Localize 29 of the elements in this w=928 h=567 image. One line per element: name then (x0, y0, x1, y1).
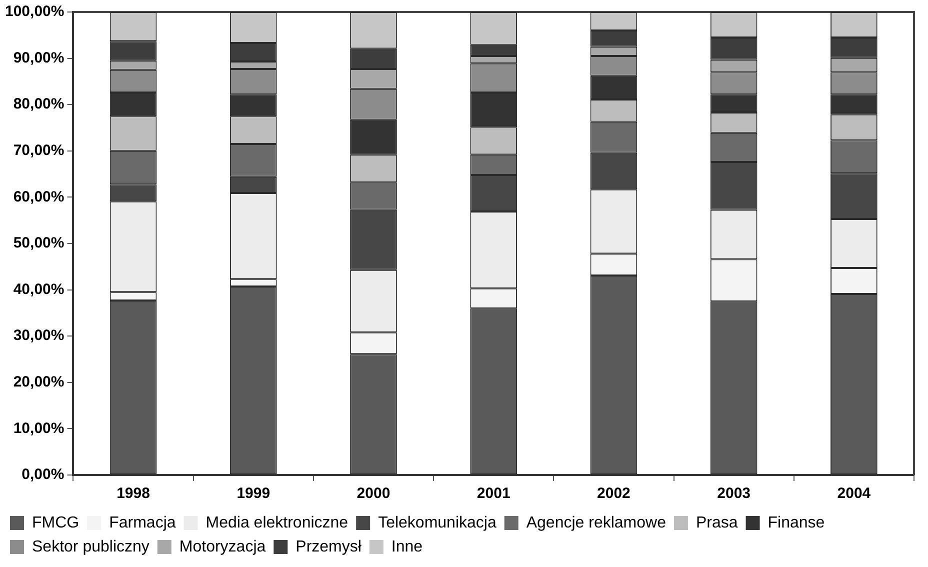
legend-label: Przemysł (296, 538, 362, 556)
y-tick-label: 30,00% (13, 327, 64, 344)
x-tick-label: 2001 (476, 485, 510, 502)
legend-label: Prasa (696, 514, 738, 532)
y-tick-label: 100,00% (5, 3, 64, 20)
legend-label: Farmacja (109, 514, 176, 532)
legend-label: FMCG (32, 514, 80, 532)
x-tick-label: 1999 (236, 485, 270, 502)
x-tick-label: 2000 (356, 485, 390, 502)
legend-label: Finanse (768, 514, 825, 532)
y-tick-label: 20,00% (13, 374, 64, 391)
legend-label: Sektor publiczny (32, 538, 150, 556)
legend-label: Telekomunikacja (378, 514, 496, 532)
legend-label: Motoryzacja (179, 538, 266, 556)
x-tick-label: 2002 (597, 485, 630, 502)
y-tick-label: 70,00% (13, 142, 64, 160)
y-tick-label: 50,00% (13, 234, 64, 252)
y-tick-label: 90,00% (13, 49, 64, 66)
y-tick-label: 60,00% (13, 188, 64, 206)
legend-label: Agencje reklamowe (526, 514, 666, 532)
y-tick-label: 80,00% (13, 96, 64, 113)
x-tick-label: 2003 (717, 485, 751, 502)
x-tick-label: 2004 (837, 485, 872, 502)
y-tick-label: 10,00% (13, 420, 64, 437)
y-tick-label: 40,00% (13, 280, 64, 298)
legend-label: Inne (391, 538, 423, 556)
x-tick-label: 1998 (116, 485, 150, 502)
legend-label: Media elektroniczne (206, 514, 348, 532)
y-tick-label: 0,00% (22, 466, 64, 484)
